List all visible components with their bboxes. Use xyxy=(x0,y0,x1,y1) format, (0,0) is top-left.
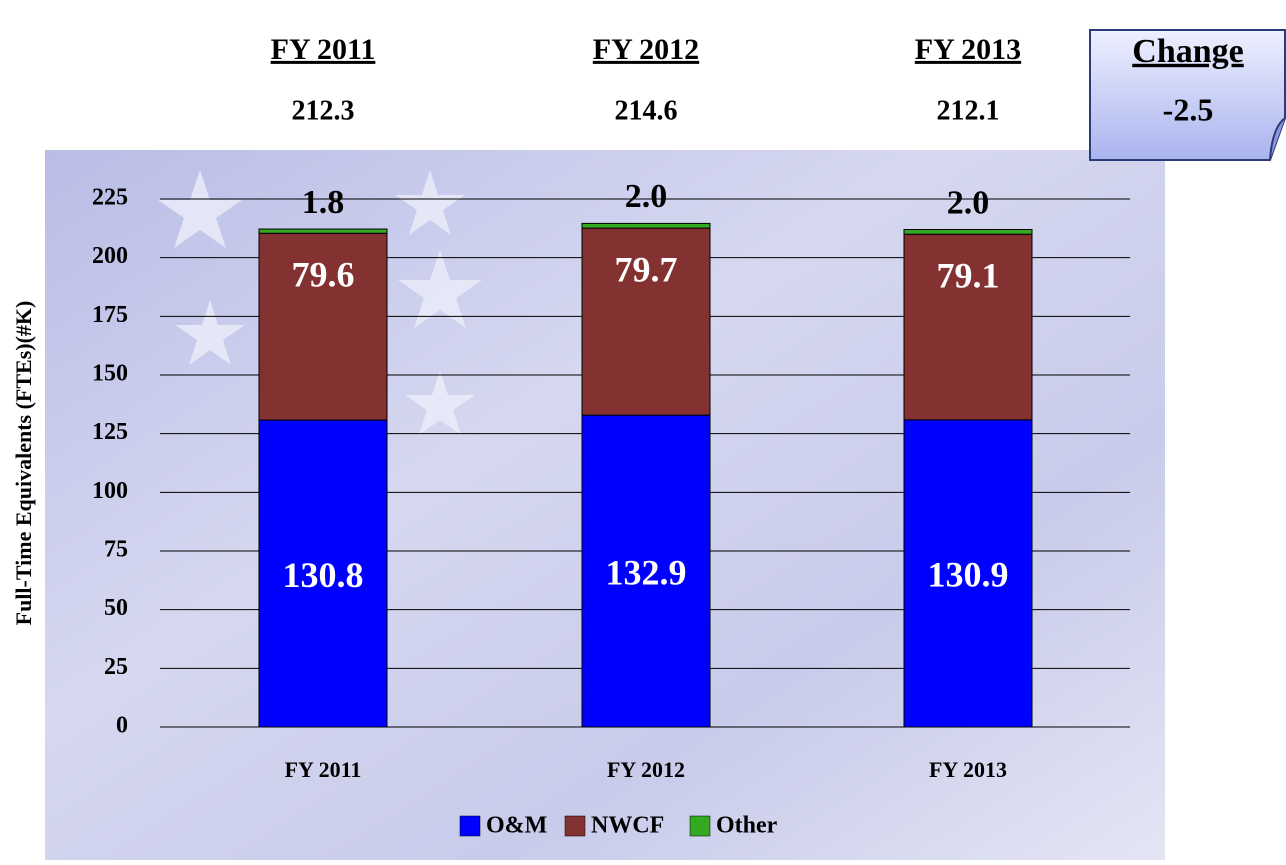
x-tick-label: FY 2013 xyxy=(929,757,1007,782)
legend-label: Other xyxy=(716,813,778,839)
y-tick-label: 225 xyxy=(92,185,128,211)
y-axis-label: Full-Time Equivalents (FTEs)(#K) xyxy=(11,301,36,626)
y-tick-label: 125 xyxy=(92,419,128,445)
x-tick-label: FY 2011 xyxy=(285,757,362,782)
y-tick-label: 75 xyxy=(104,537,128,563)
data-label: 130.9 xyxy=(928,555,1009,595)
change-box-fold xyxy=(1269,117,1286,161)
data-label: 130.8 xyxy=(283,555,364,595)
legend-swatch xyxy=(564,815,586,837)
data-label: 2.0 xyxy=(947,184,990,221)
legend-label: O&M xyxy=(486,813,547,839)
data-label: 79.7 xyxy=(615,249,678,289)
y-tick-label: 50 xyxy=(104,595,128,621)
header-column: FY 2013 xyxy=(915,33,1021,66)
data-label: 79.1 xyxy=(937,255,1000,295)
stars xyxy=(158,170,482,435)
data-label: 2.0 xyxy=(625,178,668,215)
bar-segment xyxy=(581,414,711,728)
bar-segment xyxy=(903,229,1033,235)
legend-label: NWCF xyxy=(591,813,664,839)
legend-swatch xyxy=(689,815,711,837)
y-tick-label: 100 xyxy=(92,478,128,504)
data-label: 132.9 xyxy=(606,552,687,592)
change-value: -2.5 xyxy=(1163,91,1214,127)
header-total: 214.6 xyxy=(615,95,678,126)
legend-swatch xyxy=(459,815,481,837)
y-tick-label: 200 xyxy=(92,243,128,269)
bar-segment xyxy=(258,232,388,421)
change-label: Change xyxy=(1132,33,1243,70)
data-label: 79.6 xyxy=(292,255,355,295)
x-tick-label: FY 2012 xyxy=(607,757,685,782)
header-total: 212.1 xyxy=(937,95,1000,126)
header-column: FY 2012 xyxy=(593,33,699,66)
y-tick-label: 150 xyxy=(92,361,128,387)
header-column: FY 2011 xyxy=(271,33,376,66)
y-tick-label: 0 xyxy=(116,713,128,739)
header-total: 212.3 xyxy=(292,95,355,126)
bar-segment xyxy=(581,227,711,416)
bar-segment xyxy=(258,419,388,728)
bar-segment xyxy=(903,419,1033,728)
y-tick-label: 175 xyxy=(92,302,128,328)
bar-segment xyxy=(581,222,711,229)
data-label: 1.8 xyxy=(302,184,345,221)
y-tick-label: 25 xyxy=(104,654,128,680)
bar-segment xyxy=(258,228,388,234)
